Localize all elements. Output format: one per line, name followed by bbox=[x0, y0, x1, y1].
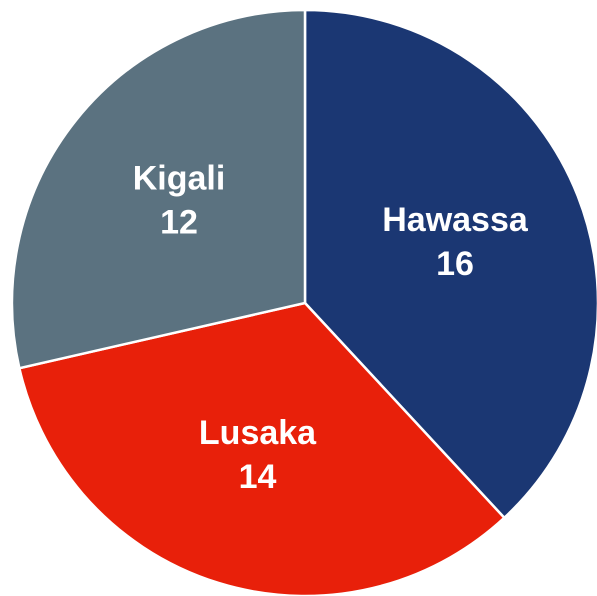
slice-label: Hawassa bbox=[382, 201, 529, 239]
slice-value: 14 bbox=[239, 458, 277, 496]
slice-value: 12 bbox=[160, 204, 198, 242]
slice-label: Lusaka bbox=[199, 414, 317, 452]
pie-slice bbox=[10, 8, 307, 370]
pie-slice bbox=[17, 301, 507, 596]
slice-value: 16 bbox=[436, 245, 474, 283]
pie-slice bbox=[303, 8, 597, 520]
slice-label: Kigali bbox=[133, 160, 226, 198]
